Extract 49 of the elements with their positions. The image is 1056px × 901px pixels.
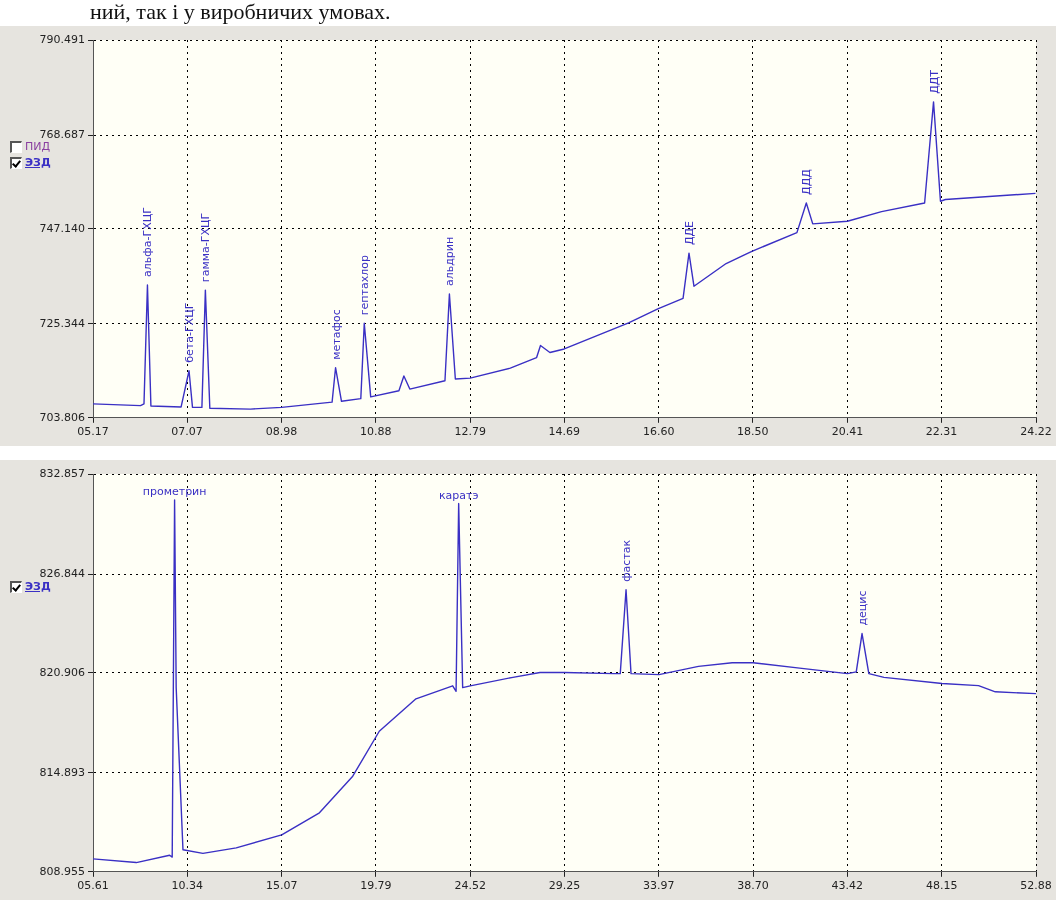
x-tick-label: 14.69 bbox=[548, 425, 580, 439]
x-tick-label: 52.88 bbox=[1020, 879, 1052, 893]
x-tick-label: 10.88 bbox=[359, 425, 392, 439]
annotation: прометрин bbox=[142, 485, 207, 499]
x-tick-label: 15.07 bbox=[265, 879, 298, 893]
x-tick-label: 24.22 bbox=[1020, 425, 1052, 439]
x-tick-label: 43.42 bbox=[831, 879, 864, 893]
x-tick-label: 12.79 bbox=[454, 425, 486, 439]
text: ПИД bbox=[25, 139, 51, 155]
annotation: бета-ГХЦГ bbox=[183, 302, 197, 363]
x-tick-label: 38.70 bbox=[737, 879, 769, 893]
y-tick-label: 790.491 bbox=[39, 32, 85, 46]
y-tick-label: 725.344 bbox=[39, 316, 85, 330]
x-tick-label: 20.41 bbox=[831, 425, 864, 439]
y-tick-label: 826.844 bbox=[39, 566, 85, 580]
x-tick-label: 33.97 bbox=[643, 879, 675, 893]
annotation: каратэ bbox=[438, 488, 479, 502]
annotation: ДДТ bbox=[927, 69, 941, 94]
annotation: альфа-ГХЦГ bbox=[141, 206, 155, 277]
annotation: ДДЕ bbox=[683, 220, 696, 246]
x-tick-label: 05.61 bbox=[77, 879, 109, 893]
annotation: гамма-ГХЦГ bbox=[199, 212, 213, 283]
x-tick-label: 48.15 bbox=[925, 879, 958, 893]
annotation: гептахлор bbox=[358, 255, 372, 316]
y-tick-label: 832.857 bbox=[39, 466, 85, 480]
text: ЭЗД bbox=[25, 155, 51, 171]
x-tick-label: 18.50 bbox=[737, 425, 769, 439]
annotation: фастак bbox=[620, 539, 634, 582]
text: ЭЗД bbox=[25, 579, 51, 595]
x-tick-label: 08.98 bbox=[265, 425, 298, 439]
y-tick-label: 747.140 bbox=[39, 221, 85, 235]
x-tick-label: 07.07 bbox=[171, 425, 203, 439]
y-tick-label: 814.893 bbox=[39, 765, 85, 779]
x-tick-label: 19.79 bbox=[360, 879, 392, 893]
annotation: ДДД bbox=[800, 168, 814, 195]
x-tick-label: 16.60 bbox=[643, 425, 675, 439]
annotation: альдрин bbox=[443, 236, 457, 287]
annotation: децис bbox=[856, 590, 870, 626]
x-tick-label: 05.17 bbox=[77, 425, 109, 439]
y-tick-label: 703.806 bbox=[39, 410, 85, 424]
x-tick-label: 10.34 bbox=[171, 879, 204, 893]
y-tick-label: 808.955 bbox=[39, 864, 85, 878]
text: ний, так і у виробничих умовах. bbox=[89, 0, 392, 26]
y-tick-label: 768.687 bbox=[39, 127, 85, 141]
x-tick-label: 29.25 bbox=[548, 879, 581, 893]
x-tick-label: 22.31 bbox=[925, 425, 958, 439]
x-tick-label: 24.52 bbox=[454, 879, 486, 893]
y-tick-label: 820.906 bbox=[39, 665, 85, 679]
annotation: метафос bbox=[329, 309, 343, 360]
